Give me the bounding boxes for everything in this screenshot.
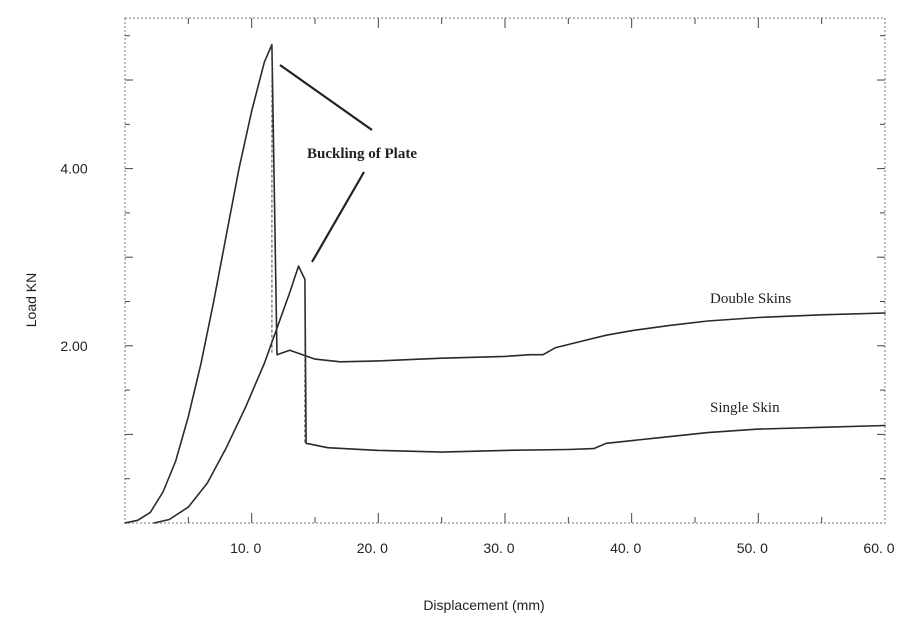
buckling-pointer-double-skins xyxy=(279,64,373,131)
plot-border xyxy=(124,17,886,524)
y-axis-title: Load KN xyxy=(23,273,39,327)
annotation-buckling-of-plate: Buckling of Plate xyxy=(307,146,417,162)
y-tick-label: 2.00 xyxy=(60,338,87,354)
series-line-single-skin xyxy=(153,265,886,524)
annotations: Buckling of Plate Double Skins Single Sk… xyxy=(279,64,791,416)
series-lines xyxy=(124,43,886,524)
y-tick-labels: 2.00 4.00 xyxy=(60,161,87,354)
y-tick-label: 4.00 xyxy=(60,161,87,177)
x-tick-label: 20. 0 xyxy=(357,540,388,556)
annotation-single-skin: Single Skin xyxy=(710,400,780,416)
axis-ticks xyxy=(125,18,885,523)
buckling-pointer-single-skin xyxy=(311,171,365,263)
x-axis-title: Displacement (mm) xyxy=(423,597,544,613)
x-tick-label: 50. 0 xyxy=(737,540,768,556)
annotation-double-skins: Double Skins xyxy=(710,291,791,307)
x-tick-label: 30. 0 xyxy=(483,540,514,556)
x-tick-label: 60. 0 xyxy=(863,540,894,556)
series-line-double-skins xyxy=(124,43,886,524)
plot-frame xyxy=(124,17,886,524)
x-tick-label: 40. 0 xyxy=(610,540,641,556)
x-tick-label: 10. 0 xyxy=(230,540,261,556)
x-tick-labels: 10. 0 20. 0 30. 0 40. 0 50. 0 60. 0 xyxy=(230,540,895,556)
